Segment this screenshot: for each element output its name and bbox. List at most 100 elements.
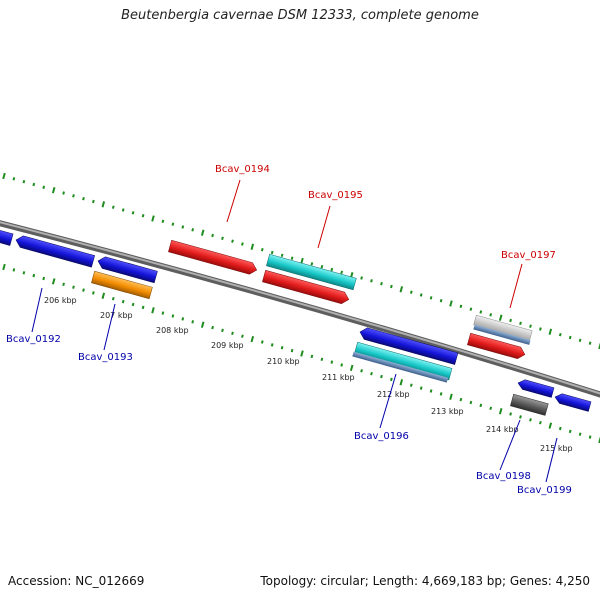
ruler-mark (121, 299, 125, 304)
ruler-mark (111, 205, 115, 209)
ruler-mark (12, 268, 16, 272)
tick-label-206: 206 kbp (44, 296, 77, 305)
ruler-mark (568, 429, 572, 434)
gene-bcav-0198-gray[interactable] (510, 393, 549, 416)
ruler-mark (200, 321, 205, 328)
ruler-mark (92, 199, 95, 204)
ruler-mark (320, 357, 324, 362)
ruler-mark (370, 279, 373, 283)
gene-bcav-0193-orange[interactable] (91, 270, 153, 300)
gene-bcav-0199[interactable] (554, 392, 592, 412)
ruler-mark (439, 298, 443, 303)
ruler-mark (231, 239, 234, 243)
ruler-mark (548, 328, 553, 335)
tick-label-213: 213 kbp (431, 407, 464, 416)
ruler-mark (429, 296, 433, 300)
gene-bcav-0196-steel[interactable] (352, 351, 449, 383)
ruler-mark (459, 397, 463, 402)
ruler-mark (82, 196, 85, 201)
ruler-mark (558, 426, 562, 431)
ruler-mark (280, 345, 284, 350)
ruler-mark (578, 432, 582, 436)
ruler-mark (598, 342, 600, 350)
tick-label-211: 211 kbp (322, 373, 355, 382)
ruler-mark (588, 341, 592, 345)
tick-label-208: 208 kbp (156, 326, 189, 335)
ruler-mark (290, 348, 294, 353)
ruler-mark (529, 418, 532, 422)
ruler-mark (469, 307, 473, 311)
ruler-mark (42, 185, 46, 190)
ruler-mark (439, 392, 443, 396)
gene-bcav-0197-red[interactable] (467, 332, 526, 360)
gene-bcav-0192[interactable] (14, 234, 96, 268)
ruler-tick-labels: 206 kbp 207 kbp 208 kbp 209 kbp 210 kbp … (44, 296, 573, 453)
ruler-mark (409, 290, 413, 294)
ruler-mark (270, 343, 274, 347)
ruler-mark (459, 304, 463, 309)
ruler-mark (568, 335, 572, 340)
ruler-mark (310, 262, 314, 266)
ruler-mark (260, 247, 264, 252)
ruler-mark (498, 314, 503, 321)
ruler-mark (380, 281, 383, 286)
ruler-mark (399, 379, 404, 386)
gene-bcav-0196-blue[interactable] (358, 326, 459, 365)
ruler-mark (340, 363, 344, 367)
ruler-mark (300, 350, 304, 357)
gene-labels-forward: Bcav_0194 Bcav_0195 Bcav_0197 (215, 164, 556, 261)
ruler-mark (390, 284, 393, 289)
ruler-mark (280, 253, 284, 258)
ruler-mark (519, 321, 522, 326)
ruler-mark (349, 364, 354, 372)
ruler-mark (51, 278, 56, 285)
ruler-mark (489, 406, 493, 411)
ruler-mark (141, 213, 145, 218)
label-bcav-0195: Bcav_0195 (308, 190, 363, 201)
outer-ruler (2, 172, 600, 350)
ruler-mark (539, 420, 542, 425)
label-bcav-0193: Bcav_0193 (78, 352, 133, 363)
ruler-mark (479, 403, 483, 408)
ruler-mark (250, 243, 255, 250)
ruler-mark (241, 334, 244, 338)
ruler-mark (51, 187, 56, 194)
ruler-mark (489, 313, 493, 317)
ruler-mark (151, 215, 155, 222)
ruler-mark (539, 327, 542, 331)
ruler-mark (181, 317, 185, 321)
tick-label-215: 215 kbp (540, 444, 573, 453)
ruler-mark (270, 250, 274, 255)
gene-bcav-0194[interactable] (168, 239, 258, 276)
map-title: Beutenbergia cavernae DSM 12333, complet… (121, 8, 479, 23)
ruler-mark (390, 377, 393, 382)
gene-bcav-0195-red[interactable] (262, 269, 350, 305)
gene-bcav-0196-cyan[interactable] (354, 341, 453, 381)
ruler-mark (519, 415, 522, 419)
ruler-mark (380, 374, 383, 379)
ruler-mark (101, 201, 106, 208)
ruler-mark (598, 436, 600, 444)
label-bcav-0192: Bcav_0192 (6, 334, 61, 345)
label-bcav-0199: Bcav_0199 (517, 485, 572, 496)
gene-bcav-0197-steel[interactable] (473, 324, 531, 345)
accession-text: Accession: NC_012669 (8, 574, 145, 588)
ruler-mark (211, 233, 214, 238)
gene-bcav-0193-blue[interactable] (96, 255, 158, 284)
gene-bcav-0191[interactable] (0, 227, 14, 246)
ruler-mark (131, 302, 135, 307)
ruler-mark (548, 422, 553, 429)
ruler-mark (260, 340, 264, 344)
ruler-mark (92, 291, 95, 295)
ruler-mark (2, 172, 6, 180)
ruler-mark (360, 369, 363, 373)
tick-label-209: 209 kbp (211, 341, 244, 350)
ruler-mark (200, 229, 205, 236)
ruler-mark (101, 292, 106, 299)
ruler-mark (449, 393, 453, 400)
ruler-mark (131, 211, 135, 215)
ruler-mark (72, 194, 75, 198)
gene-bcav-0195-cyan[interactable] (266, 253, 357, 291)
tick-label-214: 214 kbp (486, 425, 519, 434)
gene-bcav-0198-blue[interactable] (517, 378, 555, 398)
